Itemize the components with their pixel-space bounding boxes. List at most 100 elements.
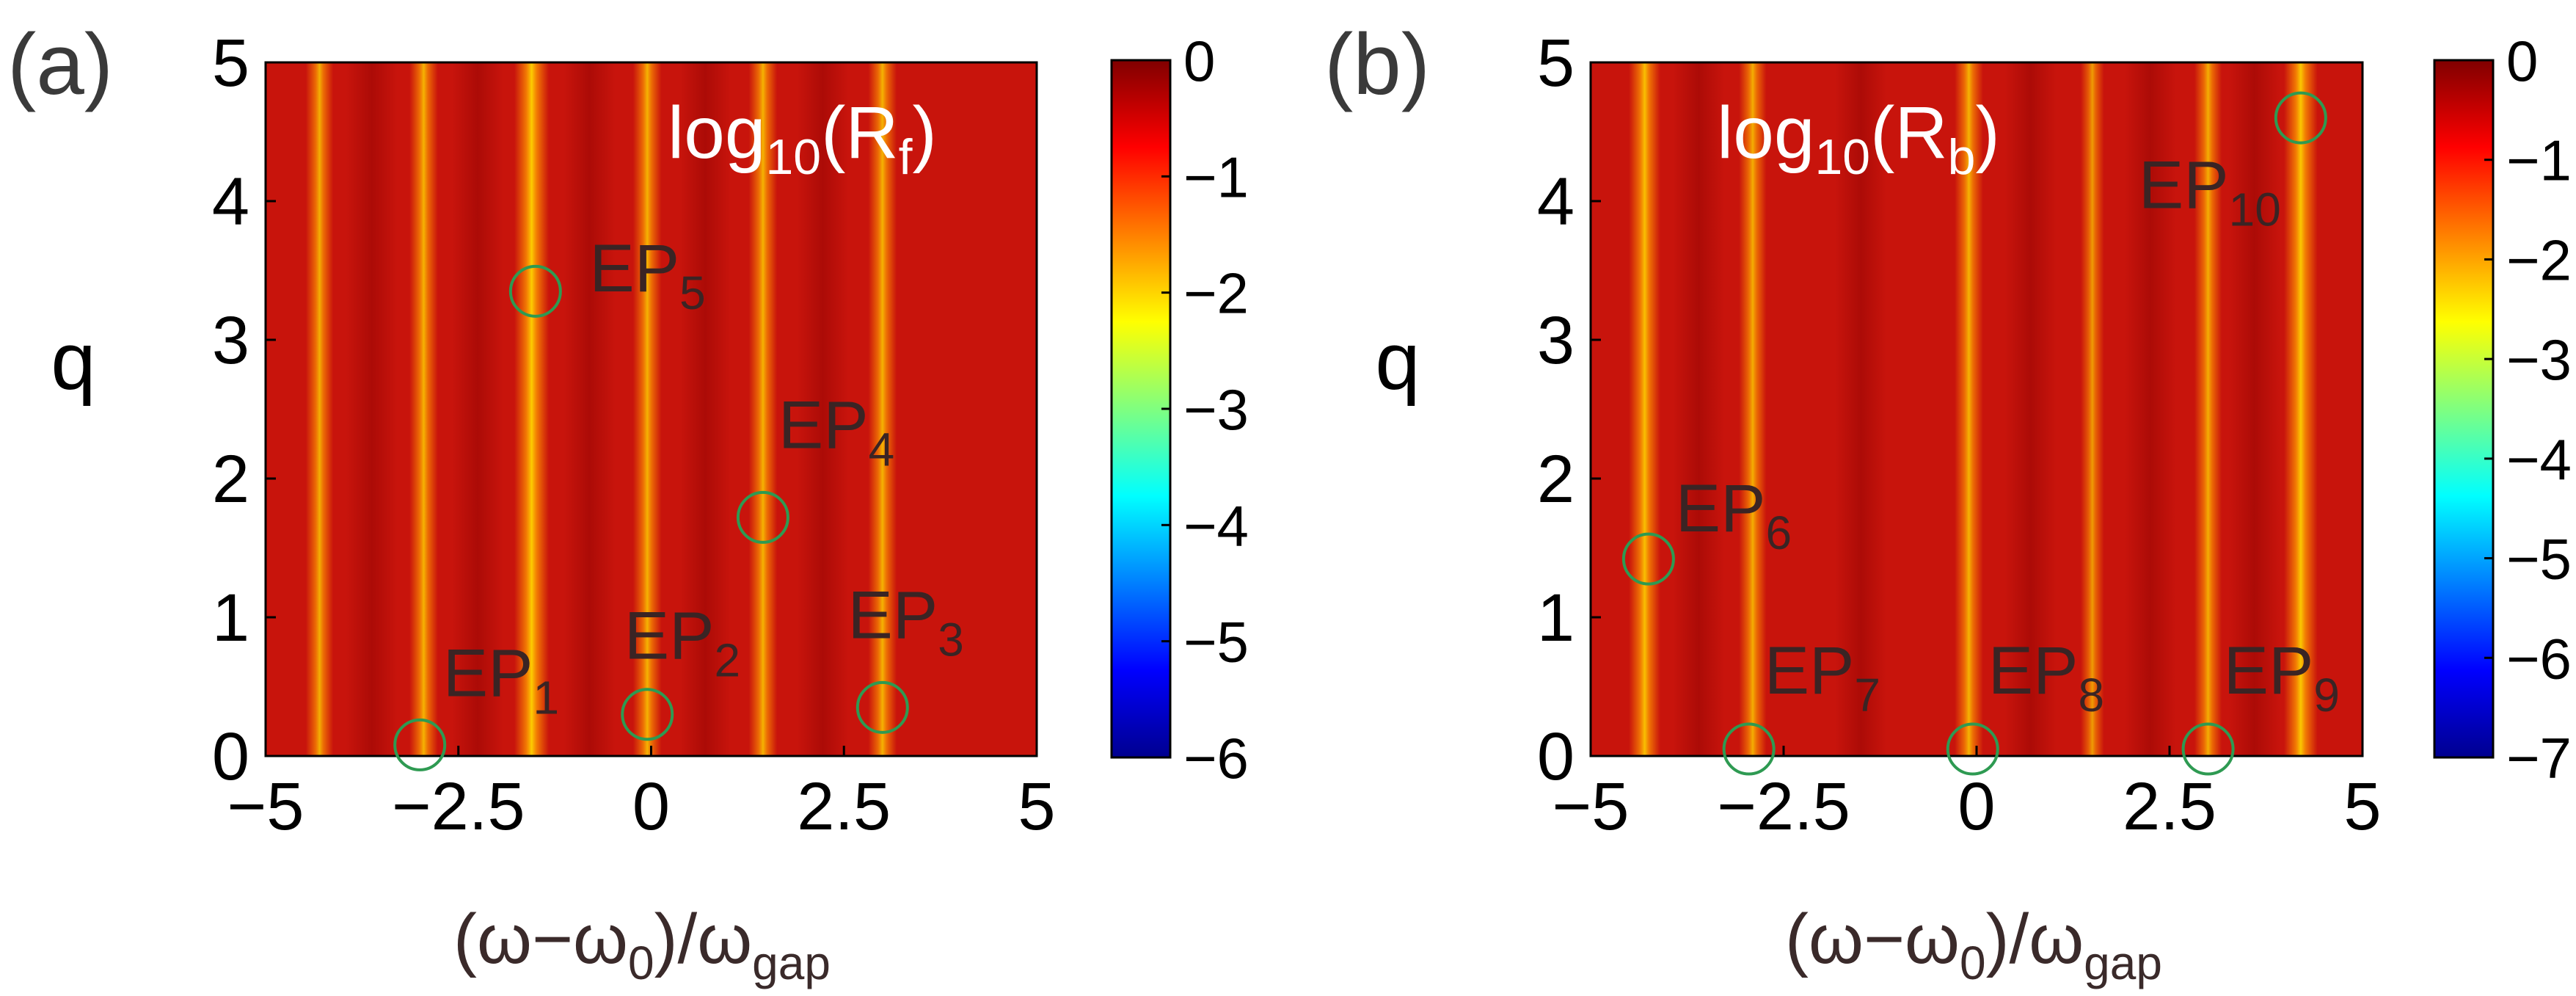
ep-marker: [1621, 532, 1675, 586]
x-tick-label: −2.5: [392, 769, 525, 844]
heatmap-title-b: log10(Rb): [1717, 92, 2000, 185]
colorbar-tick-label: −7: [2506, 726, 2572, 790]
ep-label: EP4: [778, 388, 894, 476]
colorbar-tick-label: 0: [2506, 29, 2538, 93]
dark-band: [679, 62, 731, 756]
dark-band: [2228, 62, 2280, 756]
y-tick-label: 3: [1537, 303, 1575, 378]
ep-label: EP10: [2139, 148, 2281, 236]
ep-label: EP1: [443, 636, 559, 724]
dark-band: [563, 62, 616, 756]
resonance-line: [409, 62, 438, 756]
dark-band: [452, 62, 504, 756]
ep-marker: [855, 680, 909, 734]
colorbar-gradient: [1110, 59, 1172, 759]
x-tick-label: 2.5: [797, 769, 891, 844]
x-axis-label-a: (ω−ω0)/ωgap: [453, 900, 831, 989]
resonance-line: [2283, 62, 2318, 756]
y-tick-label: 4: [1537, 164, 1575, 239]
colorbar-tick-label: −2: [2506, 228, 2572, 292]
colorbar-tick-label: 0: [1183, 29, 1215, 93]
resonance-line: [514, 62, 550, 756]
ep-marker: [1946, 722, 1999, 776]
x-tick-label: −2.5: [1717, 769, 1850, 844]
resonance-line: [1739, 62, 1767, 756]
x-tick-label: 5: [1018, 769, 1055, 844]
resonance-line: [748, 62, 778, 756]
resonance-line: [1955, 62, 1983, 756]
y-axis-label-a: q: [51, 316, 95, 407]
dark-band: [1673, 62, 1725, 756]
y-tick-label: 2: [212, 442, 249, 517]
x-tick-label: 0: [632, 769, 670, 844]
x-tick-label: 0: [1957, 769, 1995, 844]
ep-label: EP9: [2224, 633, 2340, 721]
colorbar-tick-label: −2: [1183, 261, 1249, 326]
ep-marker: [1722, 722, 1776, 776]
y-axis-label-b: q: [1375, 316, 1420, 407]
colorbar-tick-label: −1: [2506, 128, 2572, 193]
heatmap-area-a: [264, 61, 1038, 757]
colorbar-tick-label: −1: [1183, 145, 1249, 209]
colorbar-tick-label: −4: [2506, 427, 2572, 492]
axis-ticks-b: −5 −2.5 0 2.5 5 0 1 2 3 4 5: [1537, 26, 2382, 844]
ep-marker: [621, 688, 674, 741]
colorbar-tick-label: −3: [1183, 377, 1249, 442]
y-tick-label: 3: [212, 303, 249, 378]
colorbar-tick-label: −4: [1183, 493, 1249, 558]
colorbar-tick-label: −5: [1183, 610, 1249, 675]
exceptional-points-a: EP1 EP2 EP3 EP4 EP5: [393, 231, 964, 771]
colorbar-b: 0 −1 −2 −3 −4 −5 −6 −7: [2433, 29, 2572, 790]
colorbar-a: 0 −1 −2 −3 −4 −5 −6: [1110, 29, 1249, 790]
dark-band: [2004, 62, 2057, 756]
x-tick-label: 2.5: [2123, 769, 2216, 844]
y-tick-label: 1: [1537, 581, 1575, 655]
ep-label: EP7: [1765, 633, 1880, 721]
ep-label: EP2: [624, 599, 740, 687]
colorbar-tick-label: −5: [2506, 527, 2572, 592]
ep-label: EP8: [1988, 633, 2104, 721]
ep-marker: [2181, 722, 2235, 776]
y-tick-label: 5: [1537, 26, 1575, 101]
dark-band: [2124, 62, 2176, 756]
y-tick-label: 0: [212, 719, 249, 794]
ep-marker: [2274, 91, 2327, 145]
ep-label: EP3: [848, 578, 964, 666]
ep-marker: [393, 718, 447, 771]
ep-marker: [736, 490, 789, 544]
y-tick-label: 0: [1537, 719, 1575, 794]
x-tick-label: 5: [2343, 769, 2381, 844]
resonance-line: [2080, 62, 2104, 756]
panel-b: (b) q −5 −2.5 0 2.5 5 0 1 2 3 4 5 EP6 EP7 EP8 EP9 EP10…: [1324, 16, 2572, 989]
dark-band: [346, 62, 398, 756]
panel-label-b: (b): [1324, 16, 1430, 113]
resonance-line: [305, 62, 334, 756]
colorbar-gradient: [2433, 59, 2495, 759]
ep-label: EP5: [589, 231, 705, 319]
dark-band: [797, 62, 849, 756]
x-tick-label: −5: [1552, 769, 1630, 844]
axis-ticks-a: −5 −2.5 0 2.5 5 0 1 2 3 4 5: [212, 26, 1056, 844]
colorbar-tick-label: −6: [2506, 626, 2572, 691]
y-tick-label: 5: [212, 26, 249, 101]
heatmap-title-a: log10(Rf): [668, 92, 937, 185]
colorbar-tick-label: −6: [1183, 726, 1249, 790]
resonance-line: [2194, 62, 2222, 756]
y-tick-label: 1: [212, 581, 249, 655]
resonance-line: [632, 62, 662, 756]
panel-label-a: (a): [7, 16, 113, 113]
dark-band: [1835, 62, 1887, 756]
ep-label: EP6: [1676, 471, 1792, 559]
exceptional-points-b: EP6 EP7 EP8 EP9 EP10: [1621, 91, 2340, 776]
heatmap-area-b: [1589, 61, 2364, 757]
y-tick-label: 2: [1537, 442, 1575, 517]
x-tick-label: −5: [227, 769, 304, 844]
resonance-line: [1629, 62, 1661, 756]
resonance-line: [868, 62, 897, 756]
ep-marker: [508, 264, 562, 318]
colorbar-tick-label: −3: [2506, 327, 2572, 392]
x-axis-label-b: (ω−ω0)/ωgap: [1785, 900, 2162, 989]
y-tick-label: 4: [212, 164, 249, 239]
